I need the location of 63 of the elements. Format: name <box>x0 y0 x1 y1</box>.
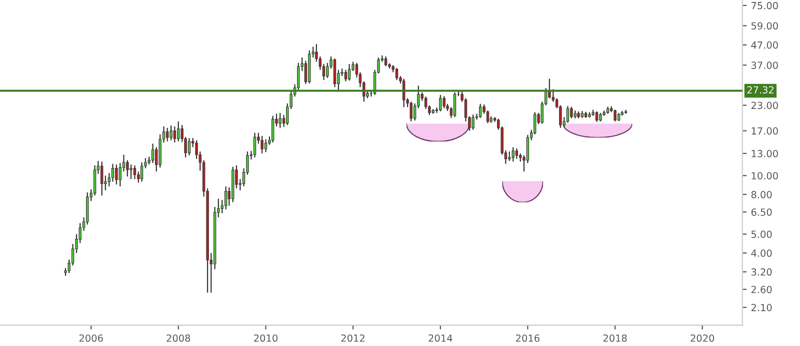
candlestick <box>395 67 398 81</box>
candlestick <box>140 162 144 182</box>
candlestick <box>151 143 154 164</box>
x-tick-label: 2012 <box>341 334 364 342</box>
candlestick <box>177 120 180 142</box>
y-tick-label: 23.00 <box>751 102 778 110</box>
y-tick-label: 47.00 <box>751 41 778 49</box>
candlestick <box>170 124 172 141</box>
candlestick <box>224 186 228 210</box>
candlestick <box>100 161 104 196</box>
x-tick-label: 2016 <box>516 334 540 342</box>
candlestick <box>348 63 351 82</box>
y-tick-label: 37.00 <box>751 62 778 69</box>
candlestick <box>410 101 412 122</box>
candlestick <box>344 69 348 82</box>
y-tick-label: 8.00 <box>751 190 772 198</box>
candlestick <box>115 164 118 186</box>
candlestick <box>260 135 264 154</box>
candlestick <box>264 138 268 153</box>
y-tick-label: 17.00 <box>752 127 778 135</box>
candlestick <box>595 110 598 122</box>
x-tick-label: 2014 <box>428 334 452 342</box>
candlestick <box>508 150 511 162</box>
x-tick-label: 2018 <box>603 334 627 342</box>
candlestick <box>173 126 176 144</box>
y-tick-label: 6.50 <box>751 208 772 216</box>
candlestick <box>453 92 456 118</box>
candlestick <box>478 103 482 118</box>
candlestick <box>278 112 282 128</box>
y-tick-label: 5.00 <box>751 230 772 238</box>
y-tick-label: 13.00 <box>752 150 778 158</box>
y-tick-label: 59.00 <box>751 22 778 30</box>
candlestick <box>512 146 514 162</box>
x-tick-label: 2008 <box>166 334 190 342</box>
candlestick <box>384 56 388 67</box>
y-tick-label: 75.00 <box>752 2 778 10</box>
x-tick-label: 2006 <box>79 334 103 342</box>
candlestick <box>439 94 442 112</box>
y-tick-label: 4.00 <box>751 249 772 257</box>
y-tick-label: 2.60 <box>751 286 772 294</box>
candlestick <box>570 106 573 119</box>
candlestick <box>133 164 136 180</box>
candlestick <box>515 148 518 160</box>
candlestick <box>111 163 114 182</box>
x-tick-label: 2010 <box>254 334 278 342</box>
candlestick <box>566 105 570 124</box>
candlestick <box>271 115 274 144</box>
candlestick <box>526 134 530 164</box>
candlestick <box>253 132 256 158</box>
ref-line-label: 27.32 <box>747 86 774 94</box>
x-tick-label: 2020 <box>690 334 714 342</box>
candlestick <box>93 164 96 196</box>
candlestick <box>486 110 490 124</box>
candlestick <box>424 96 428 110</box>
y-tick-label: 3.20 <box>751 268 772 276</box>
y-tick-label: 2.10 <box>751 304 772 312</box>
candlestick <box>333 58 336 88</box>
candlestick <box>442 96 446 109</box>
candlestick <box>188 137 191 156</box>
candlestick <box>130 164 132 180</box>
candlestick <box>166 127 169 142</box>
candlestick <box>472 114 474 130</box>
y-tick-label: 10.00 <box>752 172 778 180</box>
